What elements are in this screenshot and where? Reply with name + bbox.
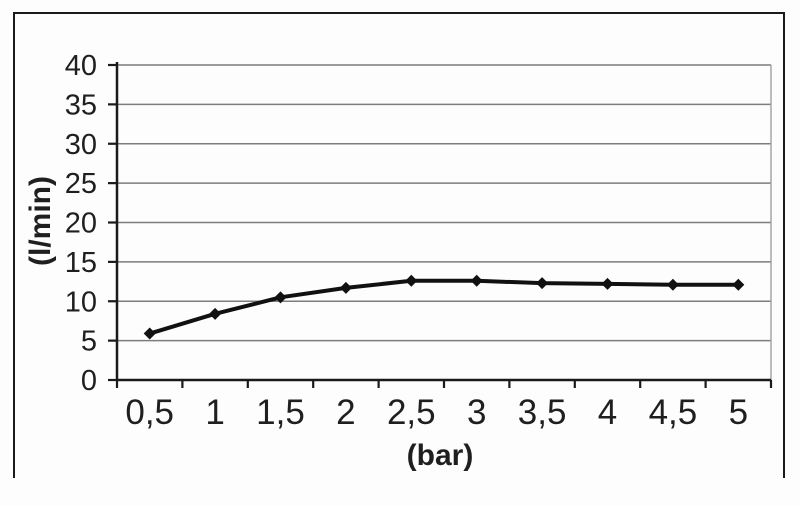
y-tick-label: 30 xyxy=(65,129,97,161)
series-line xyxy=(147,278,741,336)
y-tick-label: 25 xyxy=(65,168,97,200)
x-tick-label: 2,5 xyxy=(387,393,436,432)
data-point-marker xyxy=(601,277,614,290)
y-tick-label: 10 xyxy=(65,286,97,318)
y-tick-label: 0 xyxy=(81,365,97,397)
x-tick-label: 1,5 xyxy=(256,393,305,432)
x-tick-label: 0,5 xyxy=(125,393,174,432)
y-tick-label: 20 xyxy=(65,208,97,240)
x-tick-label: 1 xyxy=(205,393,224,432)
data-point-marker xyxy=(732,278,745,291)
x-tick-label: 4,5 xyxy=(649,393,698,432)
data-point-marker xyxy=(209,307,222,320)
data-point-marker xyxy=(143,327,156,340)
x-tick-label: 5 xyxy=(729,393,748,432)
y-tick-label: 15 xyxy=(65,247,97,279)
x-tick-label: 3 xyxy=(467,393,486,432)
data-point-marker xyxy=(536,277,549,290)
y-tick-label: 35 xyxy=(65,89,97,121)
y-tick-label: 40 xyxy=(65,50,97,82)
data-point-marker xyxy=(470,274,483,287)
x-tick-label: 4 xyxy=(598,393,617,432)
data-point-marker xyxy=(405,274,418,287)
data-point-marker xyxy=(339,281,352,294)
data-point-marker xyxy=(666,278,679,291)
x-tick-label: 3,5 xyxy=(518,393,567,432)
data-point-marker xyxy=(274,291,287,304)
x-tick-label: 2 xyxy=(336,393,355,432)
x-axis-title: (bar) xyxy=(406,439,474,472)
y-tick-label: 5 xyxy=(81,326,97,358)
chart-frame-border xyxy=(13,12,785,478)
